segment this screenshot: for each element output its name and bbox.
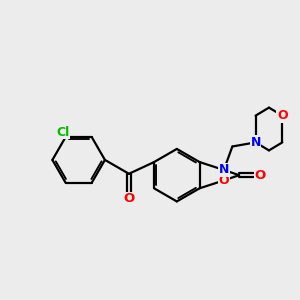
Text: O: O [218, 174, 229, 187]
Text: Cl: Cl [56, 125, 69, 139]
Text: O: O [254, 169, 266, 182]
Text: O: O [277, 109, 288, 122]
Text: N: N [250, 136, 261, 149]
Text: O: O [123, 192, 135, 205]
Text: N: N [219, 164, 229, 176]
